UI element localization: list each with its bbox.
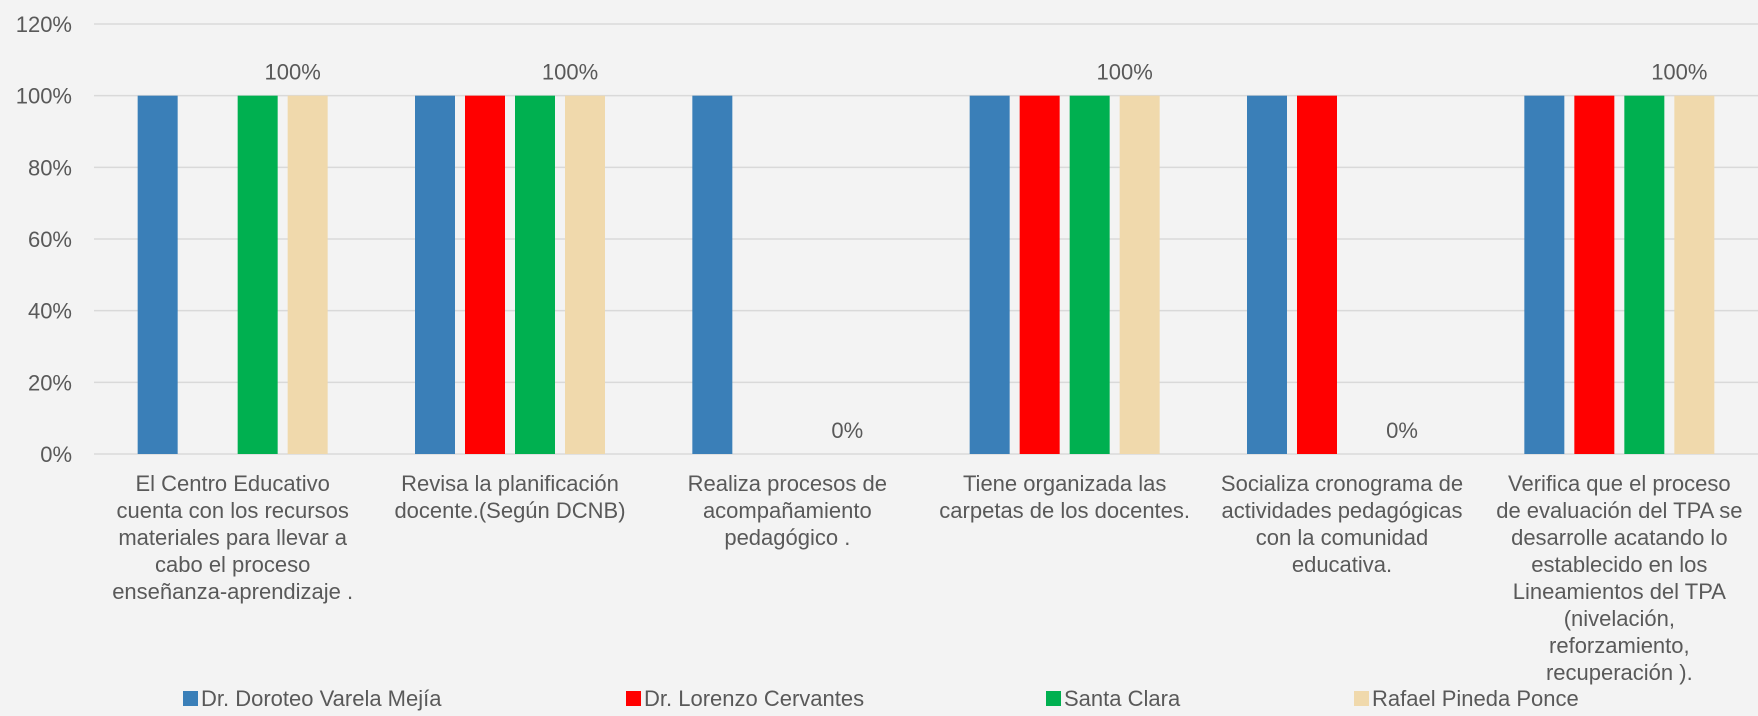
data-label: 100% bbox=[1097, 60, 1153, 85]
bar bbox=[1247, 95, 1287, 455]
data-label: 0% bbox=[1386, 418, 1418, 443]
data-label: 0% bbox=[831, 418, 863, 443]
bar bbox=[1674, 95, 1715, 455]
legend-swatch bbox=[1354, 691, 1369, 706]
bar bbox=[1624, 95, 1665, 455]
bar bbox=[1574, 95, 1615, 455]
x-tick-label: Verifica que el proceso bbox=[1508, 471, 1731, 496]
x-tick-label: cuenta con los recursos bbox=[116, 498, 348, 523]
x-tick-label: educativa. bbox=[1292, 552, 1392, 577]
bar bbox=[515, 95, 555, 455]
y-tick-label: 100% bbox=[16, 84, 72, 109]
bar bbox=[1069, 95, 1110, 455]
gridlines bbox=[94, 23, 1758, 455]
x-tick-label: con la comunidad bbox=[1256, 525, 1428, 550]
bar bbox=[969, 95, 1010, 455]
bars bbox=[137, 95, 1715, 455]
y-tick-label: 60% bbox=[28, 227, 72, 252]
bar bbox=[1119, 95, 1160, 455]
x-tick-label: actividades pedagógicas bbox=[1222, 498, 1463, 523]
x-tick-label: pedagógico . bbox=[724, 525, 850, 550]
x-tick-label: enseñanza-aprendizaje . bbox=[112, 579, 353, 604]
data-label: 100% bbox=[265, 60, 321, 85]
bar bbox=[565, 95, 605, 455]
y-tick-label: 120% bbox=[16, 12, 72, 37]
y-tick-label: 0% bbox=[40, 442, 72, 467]
x-tick-label: Lineamientos del TPA bbox=[1513, 579, 1727, 604]
x-tick-label: materiales para llevar a bbox=[118, 525, 347, 550]
x-tick-label: Revisa la planificación bbox=[401, 471, 619, 496]
bar bbox=[237, 95, 278, 455]
legend-swatch bbox=[183, 691, 198, 706]
y-tick-label: 20% bbox=[28, 370, 72, 395]
x-tick-label: acompañamiento bbox=[703, 498, 872, 523]
bar bbox=[465, 95, 505, 455]
bar bbox=[415, 95, 455, 455]
y-tick-label: 40% bbox=[28, 299, 72, 324]
bar bbox=[692, 95, 733, 455]
bar bbox=[137, 95, 178, 455]
bar bbox=[1297, 95, 1337, 455]
x-tick-label: Realiza procesos de bbox=[688, 471, 887, 496]
x-tick-label: Socializa cronograma de bbox=[1221, 471, 1463, 496]
x-tick-label: establecido en los bbox=[1531, 552, 1707, 577]
data-labels: 100% 100% 0% 100% 0% 100% bbox=[265, 60, 1708, 443]
x-tick-label: carpetas de los docentes. bbox=[939, 498, 1190, 523]
x-tick-label: desarrolle acatando lo bbox=[1511, 525, 1727, 550]
x-tick-label: Tiene organizada las bbox=[963, 471, 1166, 496]
legend-swatch bbox=[1046, 691, 1061, 706]
data-label: 100% bbox=[542, 60, 598, 85]
legend: Dr. Doroteo Varela Mejía Dr. Lorenzo Cerv… bbox=[183, 686, 1579, 711]
x-tick-label: (nivelación, bbox=[1564, 606, 1675, 631]
x-tick-label: cabo el proceso bbox=[155, 552, 310, 577]
x-tick-label: recuperación ). bbox=[1546, 660, 1693, 685]
x-tick-label: de evaluación del TPA se bbox=[1496, 498, 1742, 523]
bar bbox=[1019, 95, 1060, 455]
legend-swatch bbox=[626, 691, 641, 706]
legend-label: Dr. Doroteo Varela Mejía bbox=[201, 686, 442, 711]
legend-label: Rafael Pineda Ponce bbox=[1372, 686, 1579, 711]
x-tick-label: docente.(Según DCNB) bbox=[394, 498, 625, 523]
bar bbox=[1524, 95, 1565, 455]
legend-label: Dr. Lorenzo Cervantes bbox=[644, 686, 864, 711]
bar bbox=[287, 95, 328, 455]
y-tick-label: 80% bbox=[28, 155, 72, 180]
legend-label: Santa Clara bbox=[1064, 686, 1181, 711]
data-label: 100% bbox=[1651, 60, 1707, 85]
y-axis: 0% 20% 40% 60% 80% 100% 120% bbox=[16, 12, 72, 467]
x-tick-label: reforzamiento, bbox=[1549, 633, 1690, 658]
x-tick-label: El Centro Educativo bbox=[135, 471, 329, 496]
